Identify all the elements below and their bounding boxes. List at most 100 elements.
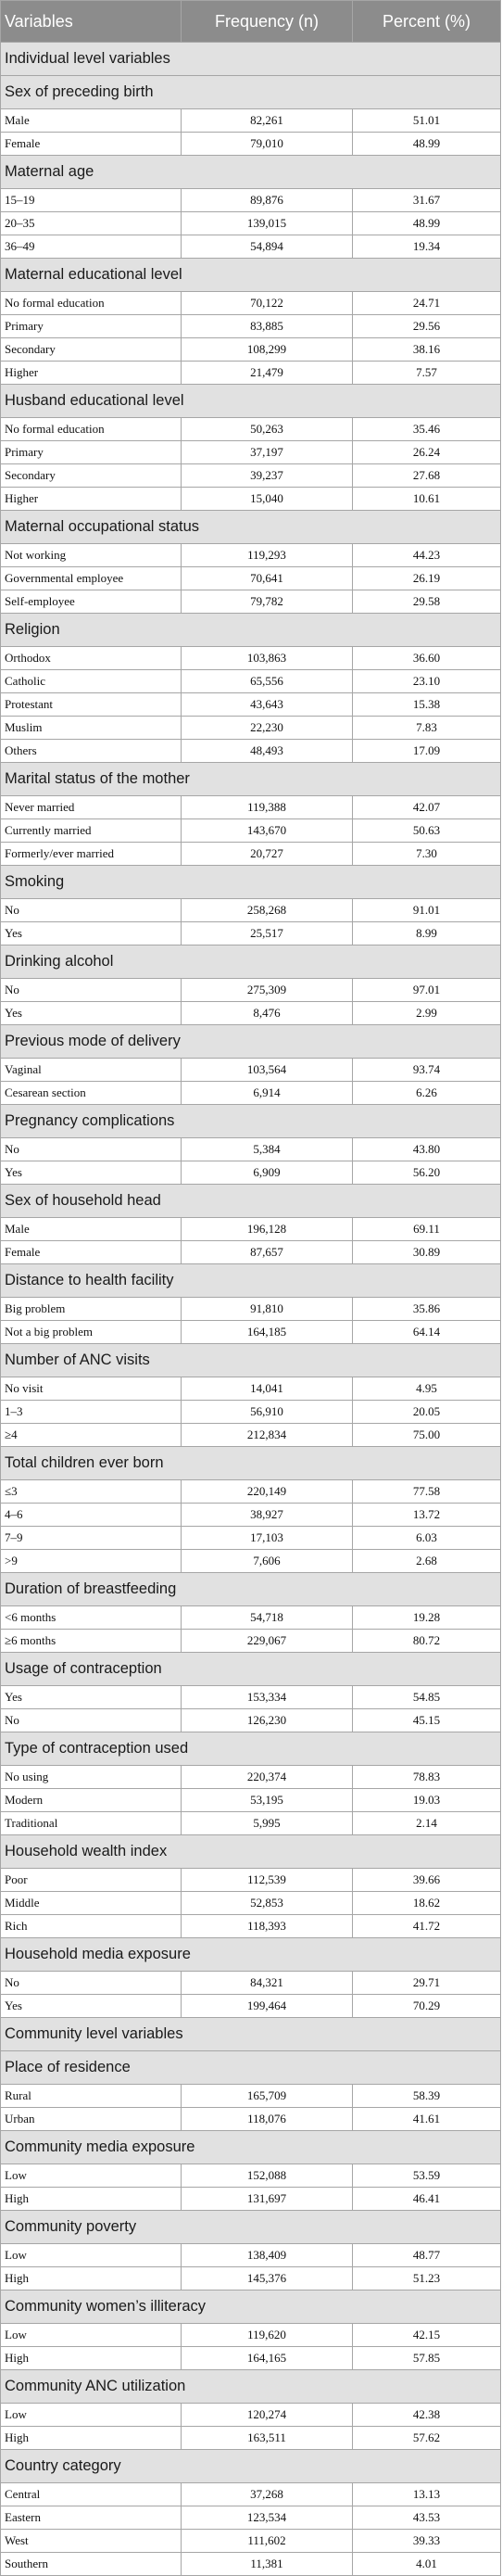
table-row: Female 87,657 30.89	[0, 1240, 501, 1264]
table-row: No 84,321 29.71	[0, 1971, 501, 1995]
row-label: Governmental employee	[0, 566, 182, 590]
row-label: 15–19	[0, 188, 182, 212]
percent-cell: 4.95	[352, 1377, 501, 1401]
section-header-row: Community poverty	[0, 2210, 501, 2244]
section-title: Maternal age	[0, 155, 501, 189]
percent-cell: 31.67	[352, 188, 501, 212]
percent-cell: 2.14	[352, 1811, 501, 1835]
table-row: Male 196,128 69.11	[0, 1217, 501, 1241]
row-label: 1–3	[0, 1400, 182, 1424]
header-percent: Percent (%)	[352, 0, 501, 43]
row-label: Urban	[0, 2107, 182, 2131]
table-row: Protestant 43,643 15.38	[0, 692, 501, 717]
percent-cell: 6.03	[352, 1526, 501, 1550]
table-row: Never married 119,388 42.07	[0, 795, 501, 819]
row-label: No visit	[0, 1377, 182, 1401]
frequency-cell: 5,995	[181, 1811, 353, 1835]
frequency-cell: 126,230	[181, 1708, 353, 1732]
percent-cell: 35.86	[352, 1297, 501, 1321]
row-label: West	[0, 2529, 182, 2553]
percent-cell: 51.01	[352, 108, 501, 133]
percent-cell: 36.60	[352, 646, 501, 670]
percent-cell: 43.53	[352, 2506, 501, 2530]
section-title: Sex of preceding birth	[0, 75, 501, 109]
percent-cell: 24.71	[352, 291, 501, 315]
table-row: 1–3 56,910 20.05	[0, 1400, 501, 1424]
section-header-row: Smoking	[0, 865, 501, 899]
row-label: Low	[0, 2403, 182, 2427]
section-header-row: Type of contraception used	[0, 1732, 501, 1766]
table-row: Middle 52,853 18.62	[0, 1891, 501, 1915]
section-title: Smoking	[0, 865, 501, 899]
table-row: ≥4 212,834 75.00	[0, 1423, 501, 1447]
frequency-cell: 70,641	[181, 566, 353, 590]
table-row: Muslim 22,230 7.83	[0, 716, 501, 740]
percent-cell: 19.28	[352, 1605, 501, 1630]
frequency-cell: 52,853	[181, 1891, 353, 1915]
percent-cell: 57.85	[352, 2346, 501, 2370]
percent-cell: 51.23	[352, 2266, 501, 2290]
row-label: Yes	[0, 1001, 182, 1025]
frequency-cell: 54,894	[181, 235, 353, 259]
table-row: Modern 53,195 19.03	[0, 1788, 501, 1812]
frequency-cell: 103,564	[181, 1058, 353, 1082]
percent-cell: 93.74	[352, 1058, 501, 1082]
row-label: High	[0, 2346, 182, 2370]
percent-cell: 54.85	[352, 1685, 501, 1709]
row-label: Male	[0, 108, 182, 133]
table-row: Rich 118,393 41.72	[0, 1914, 501, 1938]
table-row: Secondary 39,237 27.68	[0, 463, 501, 488]
section-header-row: Total children ever born	[0, 1446, 501, 1480]
frequency-cell: 119,388	[181, 795, 353, 819]
frequency-cell: 70,122	[181, 291, 353, 315]
section-header-row: Number of ANC visits	[0, 1343, 501, 1377]
table-row: Orthodox 103,863 36.60	[0, 646, 501, 670]
frequency-cell: 199,464	[181, 1994, 353, 2018]
table-row: Governmental employee 70,641 26.19	[0, 566, 501, 590]
table-row: Poor 112,539 39.66	[0, 1868, 501, 1892]
table-row: High 131,697 46.41	[0, 2187, 501, 2211]
table-row: Others 48,493 17.09	[0, 739, 501, 763]
table-row: Low 138,409 48.77	[0, 2243, 501, 2267]
frequency-cell: 50,263	[181, 417, 353, 441]
frequency-cell: 165,709	[181, 2084, 353, 2108]
table-row: 15–19 89,876 31.67	[0, 188, 501, 212]
percent-cell: 58.39	[352, 2084, 501, 2108]
header-row: Variables Frequency (n) Percent (%)	[0, 0, 501, 43]
frequency-cell: 82,261	[181, 108, 353, 133]
percent-cell: 26.24	[352, 440, 501, 464]
frequency-cell: 39,237	[181, 463, 353, 488]
percent-cell: 48.77	[352, 2243, 501, 2267]
frequency-cell: 6,914	[181, 1081, 353, 1105]
percent-cell: 29.71	[352, 1971, 501, 1995]
section-header-row: Place of residence	[0, 2050, 501, 2085]
section-title: Drinking alcohol	[0, 945, 501, 979]
header-frequency: Frequency (n)	[181, 0, 353, 43]
row-label: Poor	[0, 1868, 182, 1892]
table-row: High 164,165 57.85	[0, 2346, 501, 2370]
section-header-row: Marital status of the mother	[0, 762, 501, 796]
frequency-cell: 38,927	[181, 1503, 353, 1527]
table-row: Low 152,088 53.59	[0, 2164, 501, 2188]
frequency-cell: 212,834	[181, 1423, 353, 1447]
frequency-cell: 112,539	[181, 1868, 353, 1892]
percent-cell: 15.38	[352, 692, 501, 717]
section-header-row: Previous mode of delivery	[0, 1024, 501, 1059]
table-row: High 145,376 51.23	[0, 2266, 501, 2290]
section-header-row: Drinking alcohol	[0, 945, 501, 979]
frequency-cell: 153,334	[181, 1685, 353, 1709]
frequency-cell: 118,393	[181, 1914, 353, 1938]
row-label: 4–6	[0, 1503, 182, 1527]
row-label: No	[0, 1971, 182, 1995]
table-row: Traditional 5,995 2.14	[0, 1811, 501, 1835]
frequency-cell: 220,374	[181, 1765, 353, 1789]
table-row: Catholic 65,556 23.10	[0, 669, 501, 693]
section-title: Duration of breastfeeding	[0, 1572, 501, 1606]
table-row: No visit 14,041 4.95	[0, 1377, 501, 1401]
table-row: Yes 153,334 54.85	[0, 1685, 501, 1709]
section-header-row: Community ANC utilization	[0, 2369, 501, 2404]
row-label: 36–49	[0, 235, 182, 259]
table-row: No 126,230 45.15	[0, 1708, 501, 1732]
table-row: Rural 165,709 58.39	[0, 2084, 501, 2108]
section-title: Community women’s illiteracy	[0, 2290, 501, 2324]
